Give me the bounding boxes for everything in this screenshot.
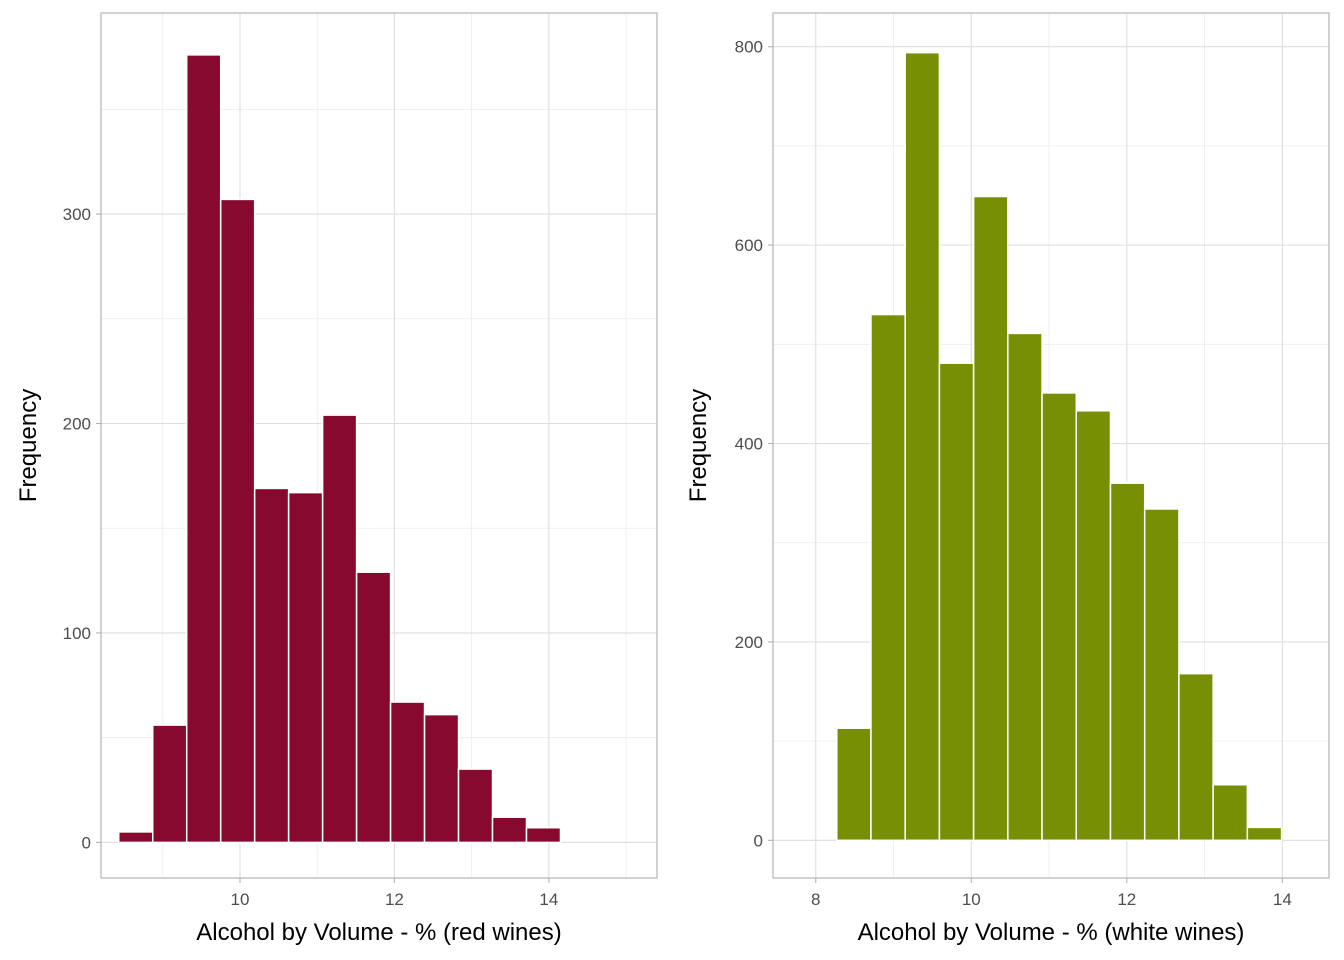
histogram-bar <box>253 487 290 844</box>
histogram-bar <box>491 816 528 844</box>
x-tick-label: 10 <box>962 890 981 909</box>
histogram-bar <box>151 724 188 844</box>
histogram-bar <box>423 713 460 844</box>
y-tick-label: 600 <box>735 236 763 255</box>
histogram-bar <box>118 831 154 844</box>
white-panel-border <box>772 12 1330 879</box>
histogram-bar <box>972 195 1009 842</box>
histogram-bar <box>525 826 562 844</box>
white-ticks: 8 10 12 14 0 200 400 600 800 <box>735 38 1292 909</box>
histogram-bar <box>1075 410 1112 842</box>
red-ticks: 10 12 14 0 100 200 300 <box>63 205 559 909</box>
y-tick-label: 800 <box>735 38 763 57</box>
y-tick-label: 400 <box>735 435 763 454</box>
x-tick-label: 14 <box>1273 890 1292 909</box>
histogram-bar <box>1007 332 1043 842</box>
histogram-bar <box>1212 784 1249 842</box>
histogram-bar <box>321 414 358 844</box>
histogram-bar <box>938 362 975 842</box>
white-y-axis-title: Frequency <box>685 389 712 502</box>
histogram-bar <box>1178 672 1214 842</box>
x-tick-label: 12 <box>1117 890 1136 909</box>
histogram-bar <box>1109 482 1146 842</box>
histogram-bar <box>355 571 392 844</box>
histogram-bar <box>836 727 872 842</box>
x-tick-label: 14 <box>539 890 558 909</box>
x-tick-label: 12 <box>385 890 404 909</box>
red-y-axis-title: Frequency <box>15 389 42 502</box>
red-panel-border <box>100 12 658 879</box>
y-tick-label: 200 <box>63 415 91 434</box>
white-bars <box>836 51 1283 842</box>
y-tick-label: 300 <box>63 205 91 224</box>
histogram-bar <box>1041 392 1078 842</box>
histogram-bar <box>389 701 426 844</box>
white-x-axis-title: Alcohol by Volume - % (white wines) <box>858 919 1245 946</box>
histogram-bar <box>1246 826 1283 842</box>
y-tick-label: 200 <box>735 633 763 652</box>
white-wines-histogram: 8 10 12 14 0 200 400 600 800 Alcohol by Volume -… <box>685 12 1330 946</box>
y-tick-label: 0 <box>754 831 763 850</box>
histogram-bar <box>457 768 494 844</box>
x-tick-label: 8 <box>811 890 820 909</box>
histogram-bar <box>219 198 256 844</box>
red-wines-histogram: 10 12 14 0 100 200 300 Alcohol by Volume - % (… <box>15 12 658 946</box>
histogram-bar <box>1143 508 1180 842</box>
histogram-bar <box>904 51 941 842</box>
x-tick-label: 10 <box>231 890 250 909</box>
histogram-bar <box>185 54 222 844</box>
red-x-axis-title: Alcohol by Volume - % (red wines) <box>196 919 561 946</box>
histogram-bar <box>870 313 906 842</box>
histogram-bar <box>287 491 324 844</box>
y-tick-label: 100 <box>63 624 91 643</box>
y-tick-label: 0 <box>82 833 91 852</box>
red-bars <box>118 54 562 844</box>
